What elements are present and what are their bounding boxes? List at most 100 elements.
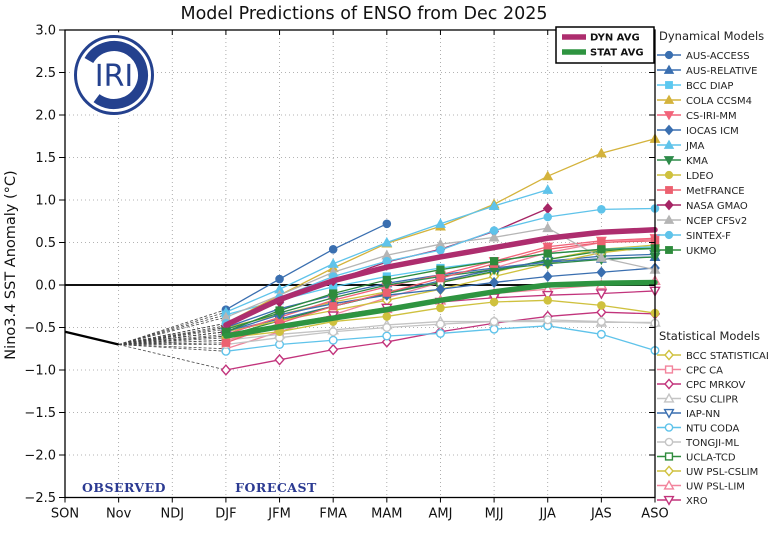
tri-up-marker-icon <box>435 218 446 228</box>
legend-item: NCEP CFSv2 <box>657 214 747 227</box>
diamond-marker-icon <box>664 465 674 477</box>
circle-marker-icon <box>328 327 338 337</box>
circle-marker-icon <box>436 303 445 313</box>
tri-up-marker-icon <box>542 184 554 194</box>
average-line <box>223 227 658 328</box>
dyn-avg-label: DYN AVG <box>590 33 640 44</box>
legend-item-label: CSU CLIPR <box>686 394 738 405</box>
legend-item: SINTEX-F <box>657 231 731 242</box>
x-tick-label: JJA <box>539 507 556 522</box>
square-marker-icon <box>597 238 606 247</box>
forecast-fan-line <box>118 311 227 345</box>
avg-legend-box: DYN AVG STAT AVG <box>555 26 655 64</box>
forecast-fan-line <box>118 325 226 345</box>
tri-down-marker-icon <box>663 111 675 121</box>
forecast-fan-line <box>118 314 227 345</box>
tri-up-marker-icon <box>595 252 607 262</box>
forecast-fan-line <box>118 339 226 345</box>
square-marker-icon <box>664 365 674 374</box>
square-marker-icon <box>664 452 674 461</box>
tri-up-marker-icon <box>542 222 554 233</box>
observed-label: OBSERVED <box>82 480 166 495</box>
legend-item-label: CPC CA <box>686 365 723 376</box>
forecast-fan-line <box>118 322 226 345</box>
tri-down-marker-icon <box>541 290 554 302</box>
legend-item-label: NCEP CFSv2 <box>686 216 747 227</box>
circle-marker-icon <box>489 317 499 327</box>
diamond-marker-icon <box>664 124 674 136</box>
x-tick-label: ASO <box>641 507 668 522</box>
y-tick-label: 2.0 <box>35 109 56 124</box>
model-series-line <box>225 223 388 311</box>
model-legend: Dynamical Models AUS-ACCESS AUS-RELATIVE B… <box>657 29 768 507</box>
y-tick-label: −2.5 <box>24 491 56 506</box>
legend-item-label: COLA CCSM4 <box>686 96 752 107</box>
y-tick-label: 1.0 <box>35 194 56 209</box>
y-tick-label: −0.5 <box>24 321 56 336</box>
circle-marker-icon <box>543 296 553 305</box>
square-marker-icon <box>382 275 391 284</box>
circle-marker-icon <box>489 297 499 307</box>
plot-frame <box>64 29 656 499</box>
tri-up-marker-icon <box>663 479 675 490</box>
legend-item: AUS-RELATIVE <box>657 64 757 77</box>
forecast-fan-line <box>118 335 226 345</box>
x-tick-label: MAM <box>371 507 402 522</box>
legend-item-label: NTU CODA <box>686 423 739 434</box>
legend-item: CS-IRI-MM <box>657 111 737 122</box>
circle-marker-icon <box>596 329 606 339</box>
legend-item: LDEO <box>657 171 714 182</box>
legend-item-label: UW PSL-CSLIM <box>686 467 758 478</box>
forecast-fan-line <box>118 328 226 345</box>
legend-item-label: UW PSL-LIM <box>686 481 745 492</box>
tri-up-marker-icon <box>488 231 500 242</box>
legend-item-label: IOCAS ICM <box>686 126 739 137</box>
legend-item-label: JMA <box>685 141 705 152</box>
circle-marker-icon <box>489 324 499 334</box>
legend-item-label: TONGJI-ML <box>685 438 739 449</box>
tri-down-marker-icon <box>542 259 554 270</box>
legend-item-label: LDEO <box>686 171 714 182</box>
legend-item: XRO <box>657 496 708 507</box>
legend-item: CPC MRKOV <box>657 378 745 391</box>
circle-marker-icon <box>382 323 392 333</box>
circle-marker-icon <box>382 312 392 321</box>
diamond-marker-icon <box>664 349 674 361</box>
legend-item-label: KMA <box>686 156 708 167</box>
square-marker-icon <box>382 288 391 297</box>
circle-marker-icon <box>328 245 338 254</box>
circle-marker-icon <box>382 331 392 341</box>
legend-item-label: IAP-NN <box>686 409 720 420</box>
diamond-marker-icon <box>220 364 232 376</box>
circle-marker-icon <box>435 328 445 338</box>
square-marker-icon <box>665 81 673 89</box>
chart-data-layer <box>64 133 661 376</box>
legend-item: UW PSL-LIM <box>657 479 745 492</box>
circle-marker-icon <box>664 423 674 432</box>
diamond-marker-icon <box>664 378 674 390</box>
legend-item: KMA <box>657 156 708 167</box>
circle-marker-icon <box>664 50 674 60</box>
tri-up-marker-icon <box>542 170 554 181</box>
legend-item-label: MetFRANCE <box>686 186 745 197</box>
x-tick-label: MJJ <box>485 507 504 522</box>
dynamical-models-header: Dynamical Models <box>659 29 764 43</box>
square-marker-icon <box>665 246 673 254</box>
diamond-marker-icon <box>542 202 553 215</box>
legend-item: UW PSL-CSLIM <box>657 465 758 478</box>
y-tick-label: −1.0 <box>24 364 56 379</box>
average-line <box>223 279 658 339</box>
diamond-marker-icon <box>664 199 674 211</box>
legend-item-label: SINTEX-F <box>686 231 731 242</box>
circle-marker-icon <box>328 335 338 345</box>
circle-marker-icon <box>543 212 553 222</box>
tri-up-marker-icon <box>595 147 607 158</box>
x-tick-label: JFM <box>267 507 291 522</box>
circle-marker-icon <box>664 437 674 447</box>
square-marker-icon <box>436 274 445 283</box>
forecast-fan-line <box>118 344 227 371</box>
legend-item-label: UCLA-TCD <box>686 452 736 463</box>
tri-down-marker-icon <box>663 408 675 419</box>
